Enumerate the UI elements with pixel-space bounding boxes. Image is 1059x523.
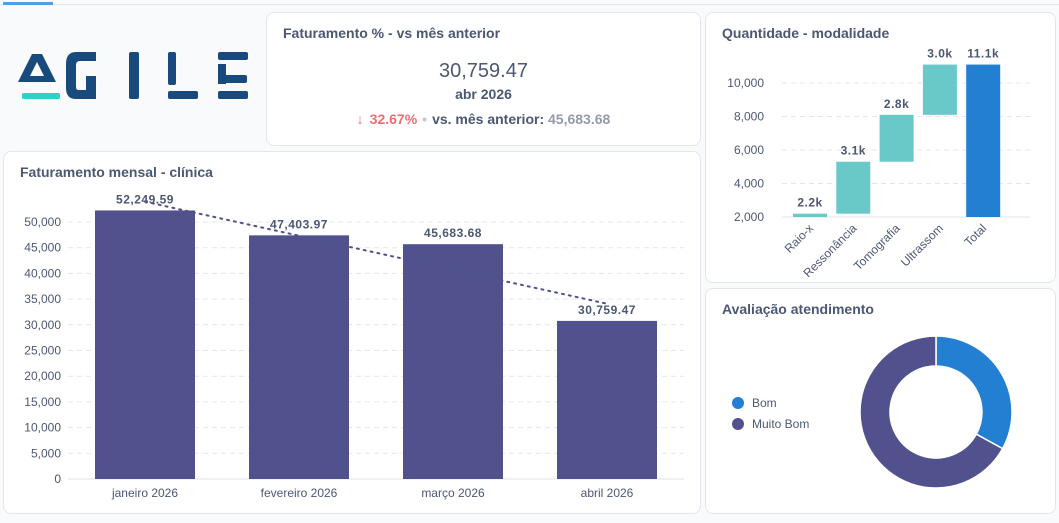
data-label: 3.0k [927, 47, 952, 61]
y-tick-label: 8,000 [734, 110, 764, 124]
bar-fevereiro-2026[interactable] [249, 235, 349, 479]
data-label: 3.1k [841, 144, 866, 158]
agile-logo [18, 52, 248, 99]
x-tick-label: Total [961, 221, 989, 249]
bar-abril-2026[interactable] [557, 320, 657, 479]
kpi-period: abr 2026 [455, 86, 512, 102]
legend-swatch [732, 397, 744, 409]
kpi-value: 30,759.47 [439, 60, 528, 82]
service-rating-card: Avaliação atendimento Bom Muito Bom [705, 288, 1056, 514]
legend-label: Muito Bom [752, 417, 810, 431]
kpi-card: Faturamento % - vs mês anterior 30,759.4… [266, 12, 701, 146]
service-rating-donut [859, 335, 1013, 489]
waterfall-bar-ultrassom[interactable] [922, 64, 957, 115]
y-tick-label: 10,000 [727, 76, 764, 90]
monthly-revenue-chart: 0 5,000 10,000 15,000 20,000 25,000 30,000 35,0… [24, 192, 684, 500]
x-tick-label: março 2026 [421, 486, 485, 500]
kpi-change: 32.67% [369, 111, 418, 127]
chart-title: Quantidade - modalidade [722, 25, 890, 41]
x-tick-label: fevereiro 2026 [261, 486, 338, 500]
data-label: 2.2k [797, 196, 822, 210]
donut-slice-muito-bom[interactable] [859, 335, 1004, 489]
y-tick-label: 20,000 [24, 369, 61, 383]
waterfall-bar-ressonância[interactable] [836, 161, 871, 214]
tab-bar-divider [0, 4, 1059, 5]
x-tick-label: Tomografia [851, 221, 903, 273]
y-tick-label: 2,000 [734, 210, 764, 224]
y-tick-label: 50,000 [24, 215, 61, 229]
x-tick-label: Raio-x [782, 221, 816, 255]
separator-dot: • [422, 111, 428, 127]
data-label: 11.1k [967, 47, 999, 61]
y-tick-label: 5,000 [31, 446, 61, 460]
modality-quantity-card: Quantidade - modalidade 2,000 4,000 6,000 8… [705, 12, 1056, 283]
donut-slice-bom[interactable] [935, 335, 1013, 450]
y-tick-label: 25,000 [24, 344, 61, 358]
data-label: 52,249.59 [116, 192, 174, 206]
y-tick-label: 40,000 [24, 266, 61, 280]
modality-waterfall-chart: 2,000 4,000 6,000 8,000 10,000 2.2k Raio-x 3.1k… [727, 47, 1030, 280]
kpi-compare-label: vs. mês anterior: [432, 111, 545, 127]
y-tick-label: 35,000 [24, 292, 61, 306]
y-tick-label: 10,000 [24, 421, 61, 435]
y-tick-label: 45,000 [24, 241, 61, 255]
y-tick-label: 0 [54, 472, 61, 486]
kpi-compare-value: 45,683.68 [548, 111, 611, 127]
x-tick-label: Ultrassom [898, 221, 946, 269]
legend-label: Bom [752, 396, 777, 410]
x-tick-label: janeiro 2026 [111, 486, 178, 500]
legend-swatch [732, 418, 744, 430]
trend-line [144, 200, 608, 305]
legend-item-muito-bom[interactable]: Muito Bom [732, 417, 809, 431]
chart-title: Faturamento mensal - clínica [20, 164, 213, 180]
arrow-down-icon: ↓ [356, 111, 364, 127]
data-label: 47,403.97 [270, 217, 328, 231]
kpi-comparison: ↓ 32.67% • vs. mês anterior: 45,683.68 [267, 111, 700, 127]
kpi-title: Faturamento % - vs mês anterior [283, 25, 501, 41]
data-label: 45,683.68 [424, 226, 482, 240]
x-tick-label: abril 2026 [581, 486, 634, 500]
chart-title: Avaliação atendimento [722, 301, 874, 317]
data-label: 2.8k [884, 97, 909, 111]
waterfall-bar-tomografia[interactable] [879, 114, 914, 162]
waterfall-bar-total[interactable] [966, 64, 1001, 217]
bar-janeiro-2026[interactable] [95, 210, 195, 479]
active-tab-indicator[interactable] [3, 2, 53, 5]
y-tick-label: 6,000 [734, 143, 764, 157]
data-label: 30,759.47 [578, 303, 636, 317]
y-tick-label: 15,000 [24, 395, 61, 409]
monthly-revenue-card: Faturamento mensal - clínica 0 5,000 10,00… [3, 151, 701, 514]
y-tick-label: 4,000 [734, 177, 764, 191]
waterfall-bar-raio-x[interactable] [793, 213, 827, 217]
y-tick-label: 30,000 [24, 318, 61, 332]
legend-item-bom[interactable]: Bom [732, 396, 777, 410]
bar-março-2026[interactable] [403, 244, 503, 479]
